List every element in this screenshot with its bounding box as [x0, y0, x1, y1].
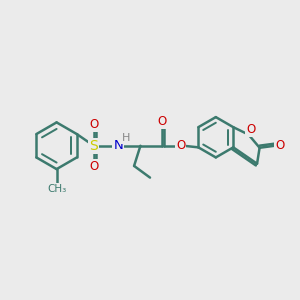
Text: O: O	[89, 118, 98, 131]
Text: O: O	[246, 123, 255, 136]
Text: O: O	[89, 160, 98, 173]
Text: CH₃: CH₃	[47, 184, 66, 194]
Text: O: O	[275, 139, 284, 152]
Text: H: H	[122, 133, 130, 143]
Text: N: N	[113, 139, 123, 152]
Text: O: O	[176, 139, 185, 152]
Text: S: S	[89, 139, 98, 153]
Text: O: O	[157, 115, 166, 128]
